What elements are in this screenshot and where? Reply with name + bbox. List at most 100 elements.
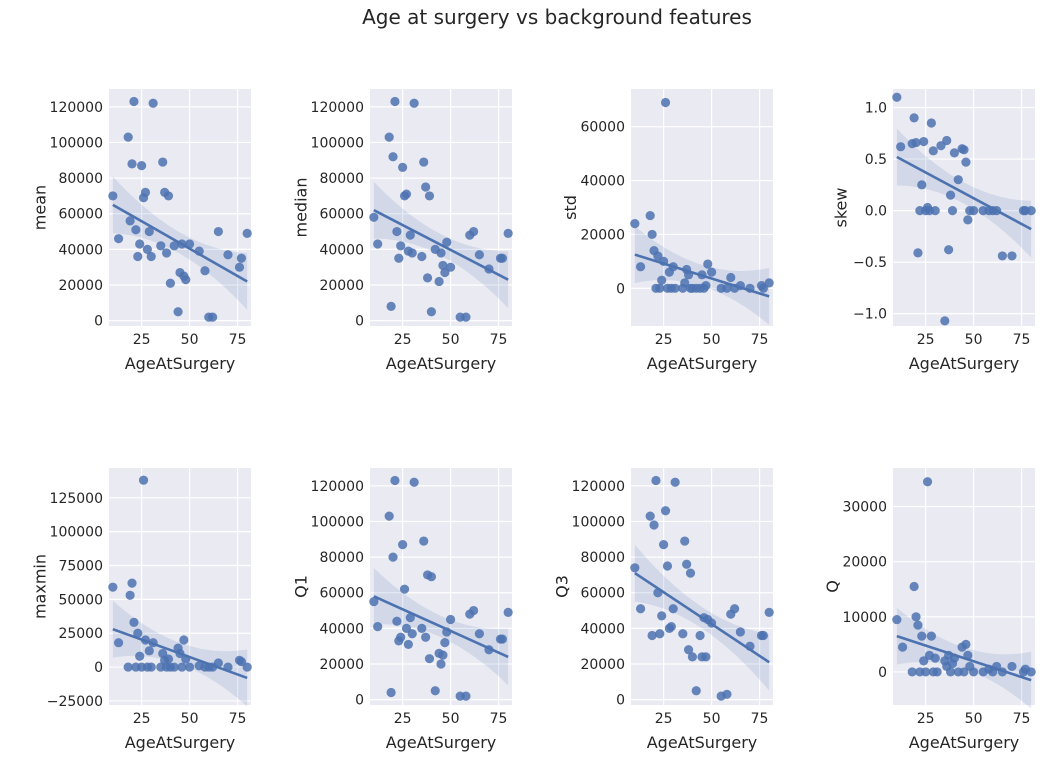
data-point — [129, 96, 139, 107]
y-tick-label: 100000 — [50, 525, 103, 541]
data-point — [930, 653, 940, 663]
data-point — [242, 228, 252, 238]
data-point — [137, 161, 147, 171]
data-point — [158, 157, 168, 167]
data-point — [730, 604, 740, 614]
data-point — [701, 652, 711, 662]
plot-area — [109, 89, 251, 326]
data-point — [474, 250, 484, 260]
data-point — [683, 645, 694, 655]
regression-line — [373, 595, 509, 659]
data-point — [913, 620, 923, 630]
data-point — [165, 278, 176, 288]
data-point — [945, 190, 956, 200]
data-point — [630, 563, 640, 573]
data-point — [930, 205, 940, 216]
data-point — [657, 275, 667, 285]
data-point — [177, 662, 187, 672]
data-point — [635, 604, 646, 614]
data-point — [680, 278, 690, 288]
data-point — [163, 654, 174, 664]
data-point — [390, 96, 400, 107]
x-tick-label: 25 — [394, 711, 412, 727]
y-tick-label: −25000 — [47, 694, 103, 710]
data-point — [129, 617, 139, 627]
data-point — [440, 267, 450, 278]
data-point — [169, 662, 179, 672]
data-point — [407, 248, 417, 258]
y-tick-label: 80000 — [58, 171, 103, 187]
data-point — [135, 651, 145, 661]
y-tick-label: 0 — [878, 665, 887, 681]
y-axis-label: Q3 — [552, 575, 571, 598]
data-point — [438, 260, 448, 271]
x-axis-label: AgeAtSurgery — [909, 733, 1020, 752]
data-point — [200, 266, 210, 276]
y-tick-label: 50000 — [58, 592, 103, 608]
y-axis-label: median — [291, 178, 310, 238]
x-tick-label: 50 — [442, 332, 460, 348]
figure-title: Age at surgery vs background features — [362, 5, 752, 29]
data-point — [922, 477, 933, 487]
data-point — [959, 667, 969, 677]
data-point — [691, 686, 701, 696]
data-point — [419, 536, 429, 546]
regression-line — [634, 253, 770, 298]
data-point — [424, 654, 435, 664]
data-point — [758, 283, 769, 293]
data-point — [138, 475, 149, 485]
y-axis-label: Q — [823, 580, 842, 593]
data-point — [398, 540, 408, 550]
x-tick-label: 50 — [703, 711, 721, 727]
data-point — [764, 607, 774, 617]
data-point — [369, 212, 379, 222]
y-tick-label: 100000 — [50, 135, 103, 151]
data-point — [401, 189, 412, 199]
y-tick-label: 80000 — [580, 550, 625, 566]
data-point — [434, 276, 444, 287]
y-tick-label: 120000 — [50, 100, 103, 116]
x-tick-label: 25 — [394, 332, 412, 348]
data-point — [424, 191, 435, 201]
data-point — [913, 248, 923, 258]
data-point — [649, 520, 659, 530]
x-tick-label: 50 — [181, 332, 199, 348]
x-tick-label: 25 — [133, 711, 151, 727]
x-tick-label: 75 — [229, 332, 247, 348]
x-tick-label: 75 — [229, 711, 247, 727]
data-point — [1007, 251, 1017, 261]
data-point — [142, 244, 152, 254]
data-point — [445, 262, 456, 272]
data-point — [388, 152, 398, 162]
y-tick-label: 100000 — [572, 514, 625, 530]
data-point — [140, 187, 151, 197]
data-point — [940, 316, 950, 326]
data-point — [630, 219, 640, 229]
data-point — [662, 561, 673, 571]
y-tick-label: 40000 — [58, 242, 103, 258]
y-tick-label: 20000 — [319, 278, 364, 294]
y-tick-label: 40000 — [580, 174, 625, 190]
y-tick-label: 20000 — [580, 657, 625, 673]
data-point — [426, 307, 437, 317]
x-tick-label: 75 — [751, 711, 769, 727]
y-tick-label: 75000 — [58, 559, 103, 575]
data-point — [146, 251, 156, 262]
data-point — [928, 146, 938, 156]
data-point — [660, 97, 671, 108]
data-point — [682, 559, 692, 569]
data-point — [659, 540, 669, 550]
data-point — [947, 205, 958, 216]
data-point — [942, 135, 952, 146]
y-tick-label: 120000 — [572, 479, 625, 495]
data-point — [113, 234, 124, 244]
data-point — [961, 639, 971, 649]
x-tick-label: 50 — [965, 332, 983, 348]
data-point — [436, 248, 446, 258]
data-point — [911, 612, 921, 622]
y-tick-label: 80000 — [319, 550, 364, 566]
data-point — [144, 646, 154, 656]
data-point — [647, 229, 657, 240]
x-tick-label: 75 — [1013, 711, 1031, 727]
y-tick-label: 20000 — [580, 227, 625, 243]
